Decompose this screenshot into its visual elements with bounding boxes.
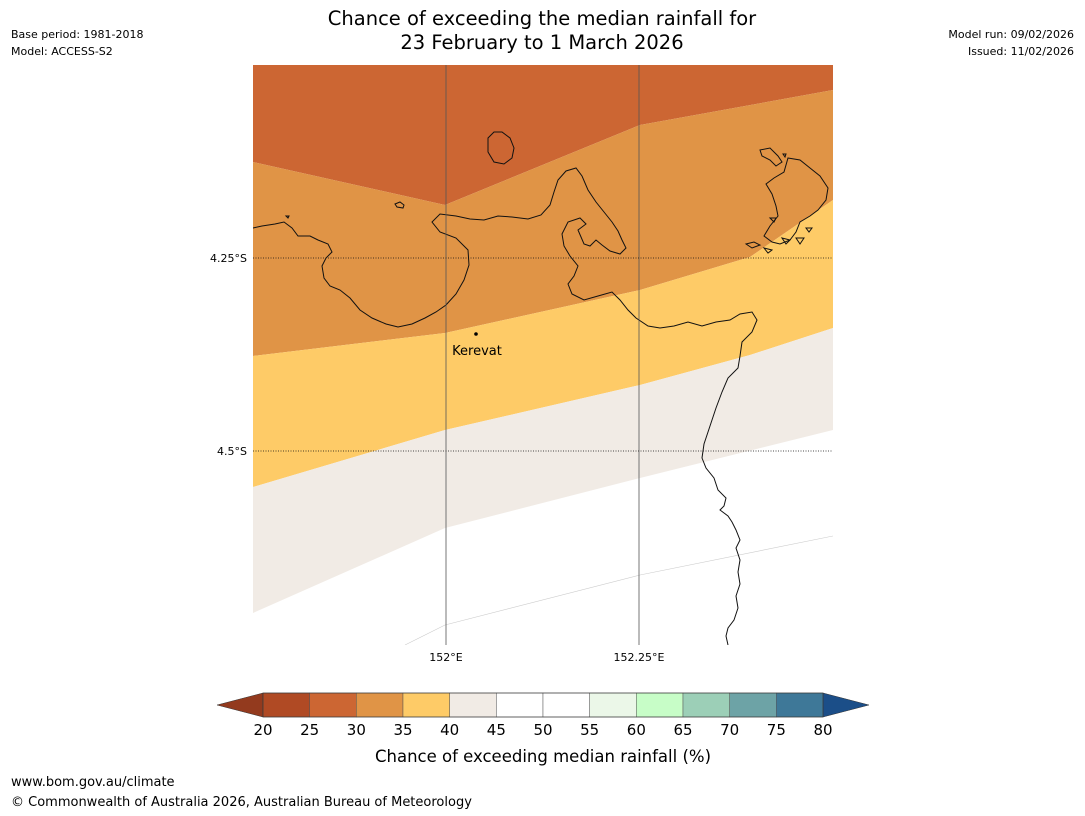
lat-label-4-5s: 4.5°S	[217, 445, 247, 458]
colorbar-tick-50: 50	[533, 721, 552, 739]
place-marker-kerevat: Kerevat	[452, 332, 502, 359]
coastline-islets-east	[284, 153, 813, 254]
probability-field	[253, 65, 833, 613]
colorbar-bin-20-25	[262, 692, 310, 718]
base-period-text: Base period: 1981-2018	[11, 28, 144, 41]
colorbar-bin-70-75	[729, 692, 777, 718]
colorbar-bin-75-80	[776, 692, 824, 718]
colorbar-bin-40-45	[449, 692, 497, 718]
colorbar-tick-20: 20	[253, 721, 272, 739]
colorbar-extend-low	[216, 692, 264, 718]
lon-label-152-25e: 152.25°E	[614, 651, 665, 664]
model-info: Base period: 1981-2018 Model: ACCESS-S2	[11, 26, 143, 60]
lon-label-152e: 152°E	[429, 651, 462, 664]
colorbar-tick-60: 60	[627, 721, 646, 739]
colorbar-bin-60-65	[636, 692, 684, 718]
axis-labels: 4.25°S 4.5°S 152°E 152.25°E	[210, 252, 664, 664]
colorbar-tick-70: 70	[720, 721, 739, 739]
lat-label-4-25s: 4.25°S	[210, 252, 247, 265]
colorbar-bin-35-40	[402, 692, 450, 718]
colorbar-ticks: 20 25 30 35 40 45 50 55 60 65 70 75 80	[253, 721, 832, 739]
issued-text: Issued: 11/02/2026	[967, 45, 1074, 58]
model-run-text: Model run: 09/02/2026	[948, 28, 1074, 41]
colorbar-extend-high	[822, 692, 870, 718]
colorbar-tick-35: 35	[393, 721, 412, 739]
band-25-30	[253, 65, 833, 205]
title-line-2: 23 February to 1 March 2026	[400, 31, 684, 54]
coastline-islet-small	[394, 201, 405, 209]
footer-copyright: © Commonwealth of Australia 2026, Austra…	[11, 795, 472, 810]
colorbar-legend: 20 25 30 35 40 45 50 55 60 65 70 75 80 Chance of exc…	[216, 692, 870, 766]
graticule	[253, 65, 833, 645]
band-35-40	[253, 200, 833, 487]
map-title: Chance of exceeding the median rainfall …	[242, 7, 842, 55]
model-name-text: Model: ACCESS-S2	[11, 45, 113, 58]
colorbar-tick-45: 45	[487, 721, 506, 739]
title-line-1: Chance of exceeding the median rainfall …	[327, 7, 757, 30]
colorbar-bin-65-70	[682, 692, 730, 718]
colorbar-tick-55: 55	[580, 721, 599, 739]
footer-url: www.bom.gov.au/climate	[11, 775, 175, 790]
colorbar-bin-50-55	[542, 692, 590, 718]
colorbar-bin-45-50	[496, 692, 544, 718]
location-dot-icon	[474, 332, 478, 336]
contour-50	[404, 535, 833, 645]
band-40-45	[253, 328, 833, 613]
colorbar-tick-75: 75	[767, 721, 786, 739]
faint-contours	[404, 535, 833, 645]
colorbar-frame	[262, 692, 824, 718]
colorbar-title: Chance of exceeding median rainfall (%)	[375, 747, 711, 766]
band-30-35	[253, 90, 833, 356]
coastline-gazelle-peninsula	[253, 167, 758, 645]
colorbar-tick-30: 30	[347, 721, 366, 739]
run-info: Model run: 09/02/2026 Issued: 11/02/2026	[948, 26, 1074, 60]
colorbar-tick-25: 25	[300, 721, 319, 739]
coastline-islet-north	[487, 131, 515, 165]
coastline-layer	[253, 131, 829, 645]
colorbar-bin-25-30	[309, 692, 357, 718]
colorbar-tick-65: 65	[673, 721, 692, 739]
colorbar-tick-40: 40	[440, 721, 459, 739]
colorbar-bin-30-35	[356, 692, 404, 718]
colorbar-bin-55-60	[589, 692, 637, 718]
colorbar-bins	[262, 692, 824, 718]
place-label-kerevat: Kerevat	[452, 344, 502, 359]
colorbar-tick-80: 80	[813, 721, 832, 739]
